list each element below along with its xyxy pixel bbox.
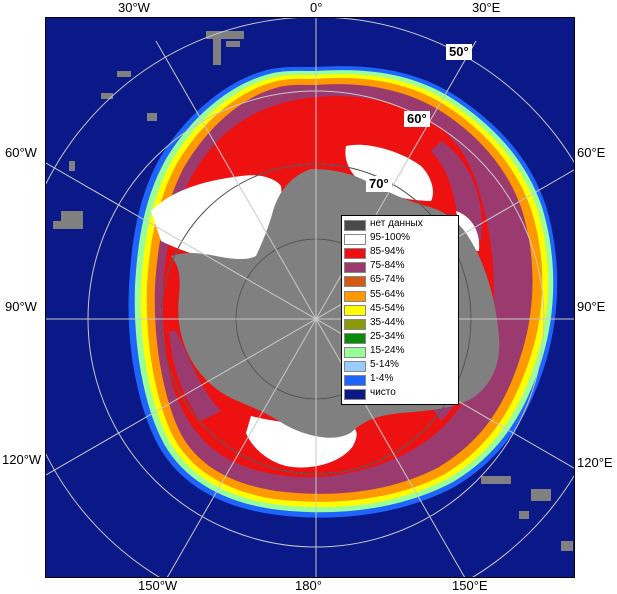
lon-label-120e: 120°E [577,455,613,470]
legend-swatch [344,276,366,288]
legend-label: 35-44% [370,316,405,328]
legend-item: 95-100% [344,232,456,246]
legend-swatch [344,220,366,231]
lon-label-60e: 60°E [577,145,606,160]
legend-item: 75-84% [344,260,456,274]
meridian-lines [46,18,574,577]
legend-label: 45-54% [370,302,405,314]
lon-label-0-top: 0° [310,0,323,15]
legend-label: 85-94% [370,246,405,258]
legend-item: нет данных [344,218,456,232]
legend-item: 1-4% [344,373,456,387]
legend-item: 5-14% [344,359,456,373]
lat-label-70: 70° [366,176,392,192]
map-canvas [46,18,574,577]
concentration-legend: нет данных 95-100% 85-94% 75-84% 65-74% 55-64… [341,215,459,405]
legend-item: 15-24% [344,344,456,359]
lat-label-50: 50° [446,44,472,60]
legend-item: 25-34% [344,330,456,345]
legend-swatch [344,234,366,246]
lon-label-90e: 90°E [577,299,606,314]
lon-label-60w: 60°W [5,145,37,160]
legend-label: чисто [370,387,396,399]
lon-label-150w: 150°W [138,578,178,593]
legend-swatch [344,332,366,344]
legend-label: 95-100% [370,232,411,244]
legend-item: 55-64% [344,288,456,303]
lon-label-30w-top: 30°W [118,0,150,15]
lon-label-180: 180° [295,578,322,593]
legend-swatch [344,361,366,372]
legend-swatch [344,318,366,330]
lat-label-60: 60° [404,111,430,127]
no-data-patches [53,31,573,551]
legend-swatch [344,389,366,401]
legend-item: 85-94% [344,246,456,260]
legend-swatch [344,248,366,260]
legend-item: 35-44% [344,316,456,331]
lon-label-30e-top: 30°E [472,0,501,15]
legend-swatch [344,262,366,274]
legend-label: 75-84% [370,260,405,272]
legend-label: 15-24% [370,344,405,356]
legend-item: чисто [344,387,456,401]
lon-label-120w: 120°W [2,452,42,467]
legend-label: нет данных [370,218,423,229]
legend-label: 5-14% [370,359,399,370]
legend-item: 65-74% [344,274,456,288]
legend-label: 25-34% [370,330,405,342]
sea-ice-map: 50° 60° 70° [45,17,575,578]
legend-swatch [344,304,366,316]
legend-swatch [344,346,366,358]
legend-swatch [344,290,366,302]
legend-label: 1-4% [370,373,394,385]
legend-swatch [344,375,366,387]
lon-label-150e: 150°E [452,578,488,593]
legend-label: 65-74% [370,274,405,286]
lon-label-90w: 90°W [5,299,37,314]
legend-item: 45-54% [344,302,456,317]
legend-label: 55-64% [370,288,405,300]
